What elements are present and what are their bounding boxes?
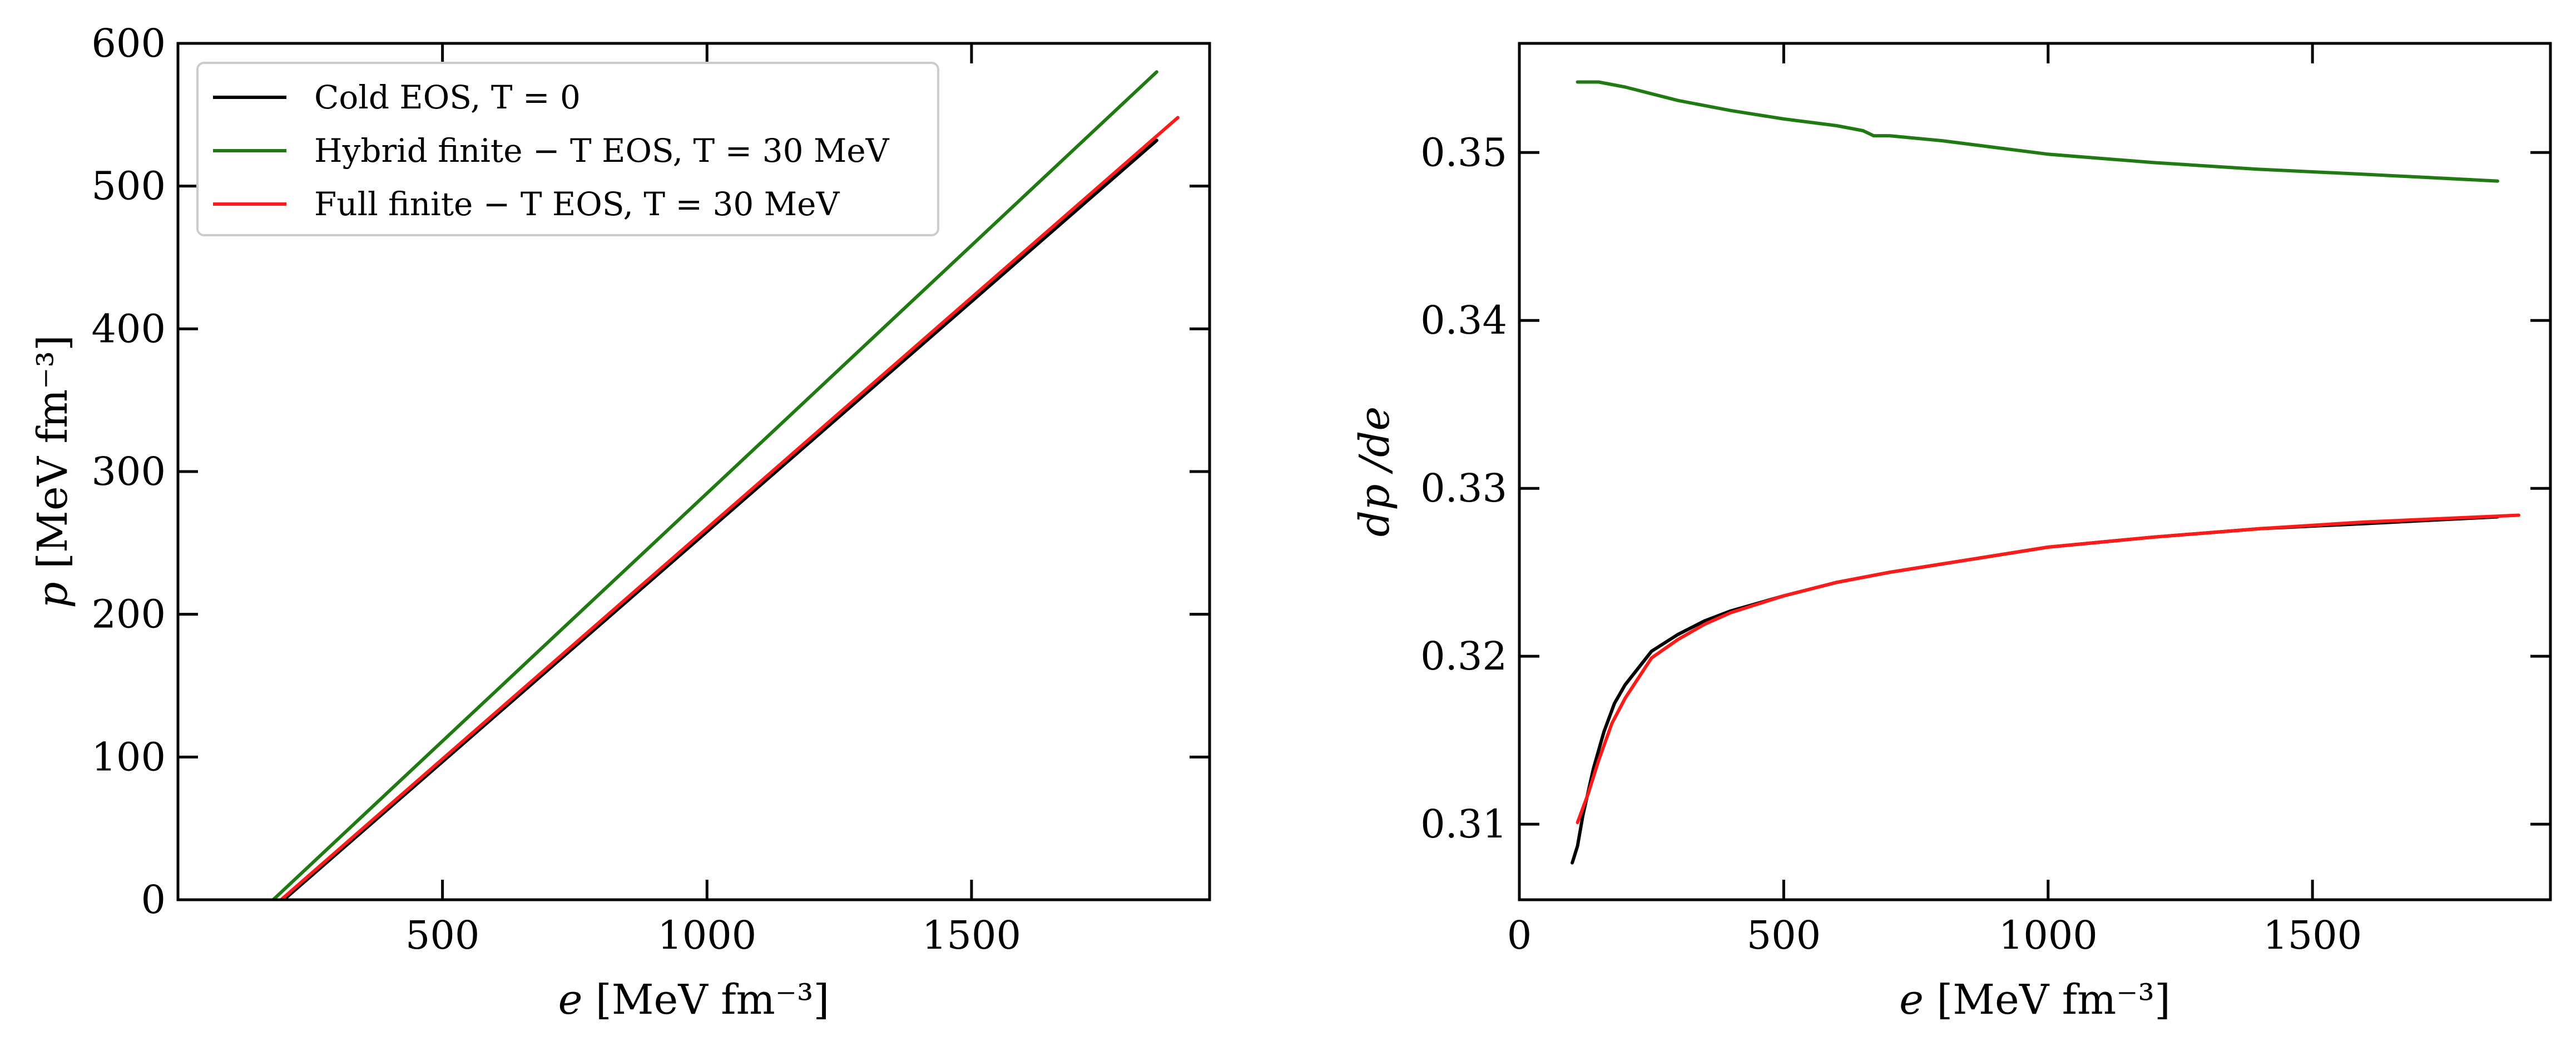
panel-2-x-axis-label: e [MeV fm⁻³] [1899,976,2171,1024]
legend-label-1: Cold EOS, T = 0 [314,78,581,116]
panel-2-x-tick-label: 1500 [2263,913,2362,958]
panel-2-x-tick-label: 1000 [1999,913,2098,958]
panel-1-y-tick-label: 0 [141,877,166,923]
panel-1-y-tick-label: 200 [91,592,166,637]
panel-1-y-tick-label: 600 [91,21,166,66]
panel-2-y-tick-label: 0.31 [1420,801,1507,847]
panel-2-y-tick-label: 0.34 [1420,298,1507,343]
panel-1-y-tick-label: 300 [91,449,166,494]
panel-1-series-line-3 [279,116,1180,900]
legend-frame [196,62,939,236]
panel-2-y-tick-label: 0.35 [1420,130,1507,175]
panel-2-series-line-2 [1576,80,2499,183]
panel-1-series-line-1 [282,138,1158,900]
panel-1-x-axis-label: e [MeV fm⁻³] [558,976,830,1024]
panel-2-y-axis-label: dp /de [1351,406,1399,537]
panel-1-plot: 500 1000 1500 0 100 200 300 400 500 600 e [MeV fm⁻… [29,21,1211,1024]
legend-label-2: Hybrid finite − T EOS, T = 30 MeV [314,132,890,170]
panel-2-y-tick-label: 0.32 [1420,633,1507,679]
panel-2-y-tick-label: 0.33 [1420,465,1507,511]
panel-1-series-line-2 [271,70,1158,900]
panel-2-series-line-1 [1571,515,2499,865]
panel-2-series-line-3 [1576,513,2520,825]
legend-label-3: Full finite − T EOS, T = 30 MeV [314,185,840,223]
panel-1-y-tick-label: 400 [91,306,166,351]
panel-1-x-tick-label: 1500 [922,913,1021,958]
panel-2-x-tick-label: 0 [1507,913,1532,958]
panel-1-x-tick-label: 1000 [657,913,756,958]
panel-1-x-tick-label: 500 [405,913,480,958]
legend: Cold EOS, T = 0 Hybrid finite − T EOS, T … [196,62,939,236]
panel-1-y-tick-label: 100 [91,734,166,780]
panel-1-y-axis-label: p [MeV fm⁻³] [29,335,77,608]
panel-2-plot: 0 500 1000 1500 0.31 0.32 0.33 0.34 0.35 e [MeV f… [1351,42,2552,1024]
panel-2-plot-frame [1518,42,2552,901]
panel-1-y-tick-label: 500 [91,163,166,209]
panel-2-x-tick-label: 500 [1747,913,1821,958]
